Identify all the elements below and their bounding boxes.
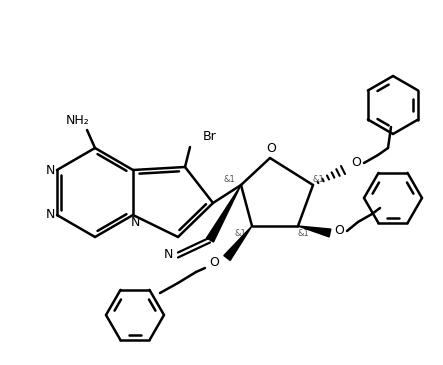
Text: NH₂: NH₂ (66, 114, 90, 127)
Text: N: N (45, 208, 54, 222)
Polygon shape (206, 185, 241, 242)
Text: &1: &1 (234, 228, 246, 238)
Text: O: O (351, 157, 361, 169)
Text: Br: Br (203, 131, 217, 143)
Text: &1: &1 (223, 176, 235, 184)
Text: O: O (209, 257, 219, 269)
Text: O: O (266, 142, 276, 155)
Text: &1: &1 (312, 176, 324, 184)
Text: N: N (45, 164, 54, 177)
Polygon shape (224, 226, 252, 261)
Text: N: N (130, 215, 140, 228)
Text: O: O (334, 224, 344, 238)
Polygon shape (298, 226, 331, 237)
Text: N: N (163, 249, 173, 261)
Text: &1: &1 (297, 228, 309, 238)
